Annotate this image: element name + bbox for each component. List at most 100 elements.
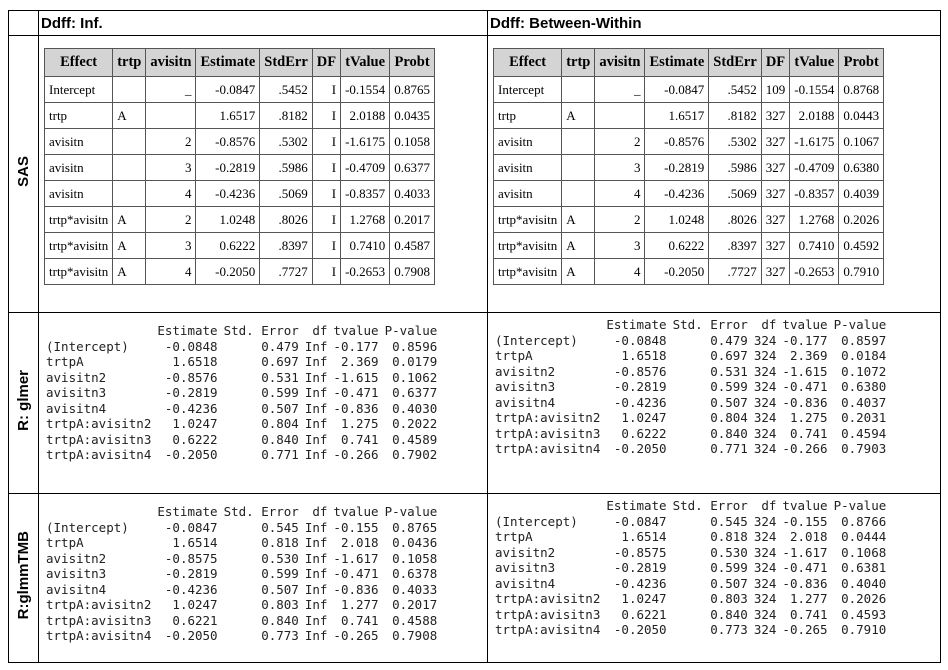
r-value: -0.265 — [782, 622, 828, 638]
r-value: 1.275 — [789, 410, 828, 426]
sas-header: StdErr — [259, 48, 313, 77]
sas-cell: 2.0188 — [789, 102, 840, 129]
r-value: -0.0847 — [164, 519, 218, 535]
result-cell: Effect trtp avisitn Estimate StdErr DF tValue P… — [38, 35, 488, 313]
sas-row: avisitn 2 -0.8576.5302 327 -1.6175 0.1067 — [492, 128, 885, 155]
r-value: -0.4236 — [613, 575, 667, 591]
r-value: 324 — [753, 363, 777, 379]
r-term: avisitn3 — [495, 560, 556, 576]
sas-cell: 1.0248 — [195, 206, 261, 233]
r-value: Inf — [304, 447, 328, 463]
sas-cell — [112, 154, 147, 181]
column-header: Ddff: Between-Within — [487, 10, 941, 36]
sas-cell: _ — [594, 76, 646, 103]
result-cell: Estimate Std. Error df tvalue P-value (Interc… — [487, 493, 941, 663]
sas-cell: I — [311, 154, 342, 181]
sas-cell: 0.2026 — [838, 206, 885, 233]
comparison-table: Ddff: Inf. Ddff: Between-Within SAS Effec… — [8, 10, 941, 663]
r-value: 0.803 — [710, 591, 748, 607]
sas-cell: 0.8768 — [838, 76, 885, 103]
sas-cell: 0.0443 — [838, 102, 885, 129]
sas-cell: avisitn — [492, 128, 563, 155]
r-value: 1.6514 — [621, 529, 667, 545]
sas-cell: 0.1067 — [838, 128, 885, 155]
r-row: trtpA:avisitn3 0.6222 0.840 324 0.741 0.4594 — [492, 426, 889, 442]
r-value: -0.2819 — [164, 566, 218, 582]
r-value: 0.531 — [710, 363, 748, 379]
r-value: 324 — [753, 513, 777, 529]
corner-cell — [8, 10, 39, 36]
sas-cell — [145, 102, 197, 129]
r-value: -0.266 — [782, 441, 828, 457]
sas-header: tValue — [340, 48, 391, 77]
sas-row: Intercept _ -0.0847.5452 109 -0.1554 0.8768 — [492, 76, 885, 103]
r-row: avisitn3 -0.2819 0.599 324 -0.471 0.6381 — [492, 560, 889, 576]
r-term: trtpA:avisitn3 — [46, 431, 152, 447]
r-value: 0.840 — [261, 431, 299, 447]
r-value: 0.697 — [710, 348, 748, 364]
sas-cell: 3 — [594, 232, 646, 259]
r-term: trtpA — [495, 529, 533, 545]
r-value: 0.7903 — [841, 441, 887, 457]
sas-cell: .5452 — [708, 76, 762, 103]
sas-row: trtp*avisitn A 3 0.6222.8397 327 0.7410 0.4592 — [492, 232, 885, 259]
r-term: trtpA — [46, 535, 84, 551]
r-value: 324 — [753, 425, 777, 441]
r-row: trtpA:avisitn4 -0.2050 0.771 Inf -0.266 0.790… — [43, 447, 440, 463]
r-row: trtpA:avisitn4 -0.2050 0.773 324 -0.265 0.791… — [492, 622, 889, 638]
r-value: Inf — [304, 385, 328, 401]
r-value: 0.1062 — [392, 369, 438, 385]
r-value: -1.617 — [782, 544, 828, 560]
r-term: trtpA — [495, 348, 533, 364]
sas-table: Effect trtp avisitn Estimate StdErr DF tValue P… — [43, 48, 435, 285]
r-value: 324 — [753, 332, 777, 348]
r-value: Inf — [304, 338, 328, 354]
r-row: trtpA 1.6514 0.818 Inf 2.018 0.0436 — [43, 535, 440, 551]
r-term: (Intercept) — [46, 519, 129, 535]
sas-cell: -0.2819 — [644, 154, 710, 181]
r-value: 1.275 — [340, 416, 379, 432]
sas-cell: 0.1058 — [389, 128, 435, 155]
r-value: 0.599 — [710, 560, 748, 576]
sas-cell: I — [311, 206, 342, 233]
r-value: -0.4236 — [164, 400, 218, 416]
r-value: 0.4594 — [841, 425, 887, 441]
r-value: -0.836 — [782, 575, 828, 591]
sas-header: DF — [760, 48, 791, 77]
r-value: 0.507 — [261, 581, 299, 597]
sas-cell: 327 — [760, 128, 791, 155]
r-value: 0.6221 — [621, 606, 667, 622]
sas-cell: -0.1554 — [789, 76, 840, 103]
r-term: trtpA:avisitn4 — [495, 441, 601, 457]
sas-cell: 0.4033 — [389, 180, 435, 207]
sas-cell: 2 — [145, 128, 197, 155]
r-value: -0.2050 — [164, 447, 218, 463]
r-term: (Intercept) — [46, 338, 129, 354]
r-value: 0.804 — [261, 416, 299, 432]
r-value: Inf — [304, 550, 328, 566]
sas-row: avisitn 3 -0.2819.5986 I -0.4709 0.6377 — [43, 154, 435, 181]
sas-cell — [112, 128, 147, 155]
sas-header-row: Effect trtp avisitn Estimate StdErr DF tValue P… — [492, 48, 885, 77]
sas-cell: Intercept — [492, 76, 563, 103]
sas-cell: .8026 — [259, 206, 313, 233]
sas-cell: trtp*avisitn — [492, 258, 563, 285]
r-row: (Intercept) -0.0847 0.545 324 -0.155 0.8766 — [492, 514, 889, 530]
r-value: 0.803 — [261, 597, 299, 613]
sas-cell: 3 — [145, 232, 197, 259]
r-header: P-value — [833, 317, 887, 332]
r-row: trtpA:avisitn2 1.0247 0.804 Inf 1.275 0.2022 — [43, 416, 440, 432]
sas-cell: 3 — [145, 154, 197, 181]
sas-header: Estimate — [644, 48, 710, 77]
r-value: -0.471 — [782, 379, 828, 395]
sas-row: trtp*avisitn A 4 -0.2050.7727 327 -0.2653 0.79… — [492, 258, 885, 285]
r-value: Inf — [304, 519, 328, 535]
r-header: P-value — [833, 498, 887, 513]
r-value: Inf — [304, 431, 328, 447]
sas-cell: .5302 — [708, 128, 762, 155]
r-value: -0.836 — [333, 400, 379, 416]
r-value: -0.471 — [333, 566, 379, 582]
sas-cell: 0.6222 — [644, 232, 710, 259]
r-row: (Intercept) -0.0848 0.479 Inf -0.177 0.8596 — [43, 339, 440, 355]
result-cell: Effect trtp avisitn Estimate StdErr DF tValue P… — [487, 35, 941, 313]
